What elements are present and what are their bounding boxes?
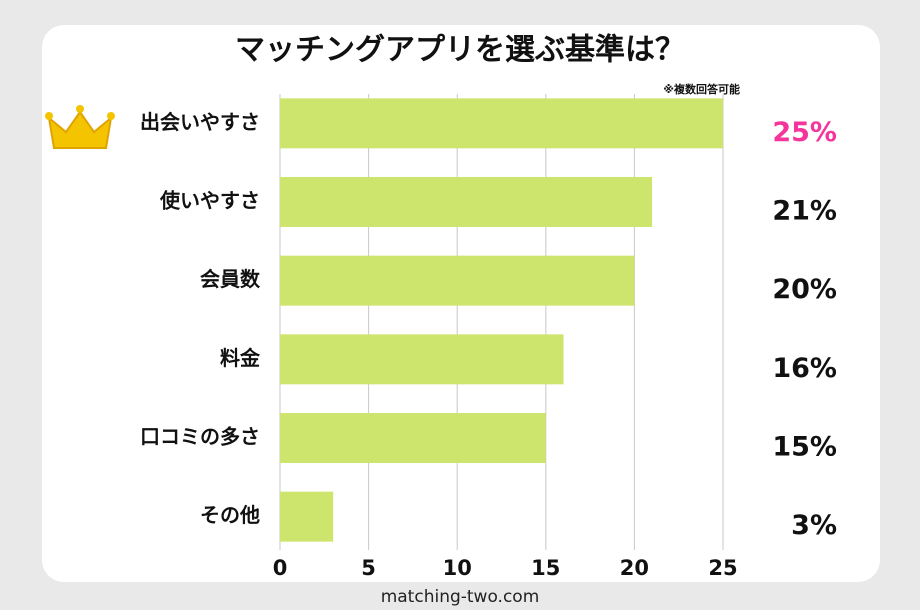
footer: matching-two.com <box>381 587 540 607</box>
y-tick-label: 料金 <box>220 346 261 370</box>
x-tick-label: 25 <box>708 556 737 580</box>
x-tick-label: 20 <box>620 556 649 580</box>
y-tick-label: 口コミの多さ <box>140 425 260 449</box>
bar <box>280 413 546 463</box>
value-label: 21% <box>772 196 837 227</box>
bar <box>280 491 334 542</box>
bar <box>280 98 723 149</box>
y-tick-label: 出会いやすさ <box>140 110 260 134</box>
bar <box>280 255 635 306</box>
y-tick-label: 使いやすさ <box>159 189 260 213</box>
y-tick-label: 会員数 <box>200 267 261 291</box>
note: ※複数回答可能 <box>663 82 740 96</box>
bar <box>280 334 564 385</box>
x-tick-label: 5 <box>361 556 376 580</box>
value-label: 25% <box>772 117 837 148</box>
x-tick-label: 15 <box>531 556 560 580</box>
bar <box>280 177 653 227</box>
x-tick-label: 0 <box>273 556 288 580</box>
value-label: 20% <box>772 274 837 305</box>
x-tick-label: 10 <box>443 556 472 580</box>
value-label: 15% <box>772 432 837 463</box>
crown <box>45 105 115 149</box>
chart-title: マッチングアプリを選ぶ基準は？ <box>235 33 685 68</box>
value-label: 3% <box>791 510 837 541</box>
y-tick-label: その他 <box>200 503 260 527</box>
value-label: 16% <box>772 353 837 384</box>
